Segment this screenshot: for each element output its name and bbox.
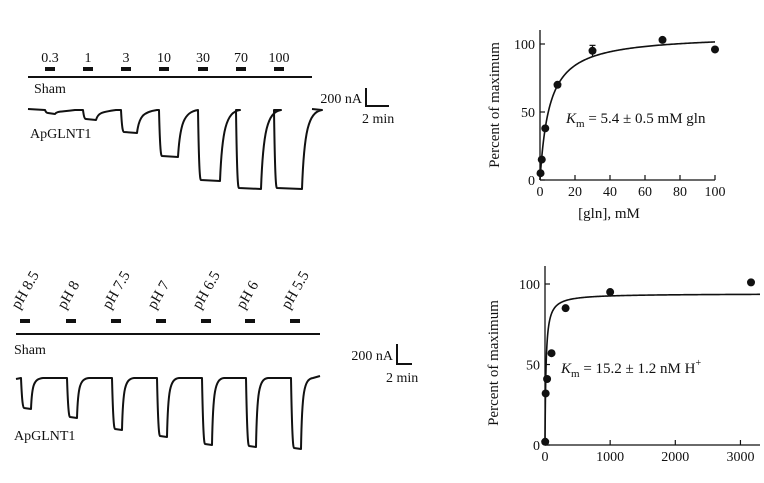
proton-x-tick-label: 1000 bbox=[596, 450, 624, 465]
proton-data-point bbox=[543, 374, 552, 383]
proton-km-k: K bbox=[560, 361, 572, 377]
gln-y-tick-label: 50 bbox=[521, 106, 535, 121]
ph-labels: pH 8.5 pH 8 pH 7.5 pH 7 pH 6.5 pH 6 pH 5.5 bbox=[9, 269, 313, 312]
ph-application-bar bbox=[201, 319, 211, 323]
gln-km-text: = 5.4 ± 0.5 mM gln bbox=[585, 111, 706, 127]
gln-data-point bbox=[553, 80, 562, 89]
proton-y-tick-label: 100 bbox=[519, 278, 540, 293]
scale-bar-lines-top bbox=[365, 88, 389, 107]
ph-application-bars bbox=[20, 319, 300, 323]
gln-y-tick-label: 100 bbox=[514, 38, 535, 53]
gln-conc-label: 30 bbox=[196, 51, 210, 66]
proton-x-tick-label: 3000 bbox=[726, 450, 754, 465]
proton-x-tick-label: 0 bbox=[542, 450, 549, 465]
gln-application-bar bbox=[83, 67, 93, 71]
ph-application-bar bbox=[20, 319, 30, 323]
gln-application-bar bbox=[274, 67, 284, 71]
gln-xlabel: [gln], mM bbox=[578, 206, 640, 222]
gln-x-tick-label: 60 bbox=[638, 185, 652, 200]
apglnt1-trace-top bbox=[27, 108, 323, 190]
proton-fit-curve bbox=[544, 293, 761, 445]
sham-label-top: Sham bbox=[34, 82, 66, 97]
gln-application-bar bbox=[198, 67, 208, 71]
proton-km-annotation: Km = 15.2 ± 1.2 nM H+ bbox=[560, 358, 701, 380]
gln-trace-panel: 0.3 1 3 10 30 70 100 Sham ApGLNT1 200 nA 2 min bbox=[27, 51, 394, 190]
ph-label: pH 6 bbox=[234, 278, 263, 312]
gln-application-bar bbox=[121, 67, 131, 71]
proton-ylabel: Percent of maximum bbox=[486, 300, 502, 426]
gln-x-tick-label: 80 bbox=[673, 185, 687, 200]
gln-x-tick-label: 100 bbox=[705, 185, 726, 200]
ph-application-bar bbox=[245, 319, 255, 323]
gln-application-bars bbox=[45, 67, 284, 71]
gln-x-tick-label: 0 bbox=[537, 185, 544, 200]
scale-time-top: 2 min bbox=[362, 112, 394, 127]
gln-km-k: K bbox=[565, 111, 577, 127]
gln-km-annotation: Km = 5.4 ± 0.5 mM gln bbox=[565, 111, 706, 130]
gln-conc-label: 10 bbox=[157, 51, 171, 66]
proton-data-point bbox=[606, 288, 615, 297]
gln-dose-response-chart: Percent of maximum [gln], mM 0 20 40 60 80 10… bbox=[487, 30, 726, 222]
proton-km-sub: m bbox=[571, 368, 580, 380]
gln-ylabel: Percent of maximum bbox=[487, 42, 503, 168]
gln-data-point bbox=[541, 124, 550, 133]
gln-conc-label: 70 bbox=[234, 51, 248, 66]
proton-data-point bbox=[747, 278, 756, 287]
scale-current-bottom: 200 nA bbox=[351, 349, 394, 364]
scale-bar-lines-bottom bbox=[396, 344, 412, 365]
gln-x-tick-label: 20 bbox=[568, 185, 582, 200]
gln-data-point bbox=[658, 35, 667, 44]
ph-application-bar bbox=[290, 319, 300, 323]
gln-data-point bbox=[588, 46, 597, 55]
ph-label: pH 7 bbox=[145, 278, 174, 312]
proton-data-point bbox=[547, 349, 556, 358]
apglnt1-trace-bottom bbox=[15, 375, 321, 450]
proton-y-tick-label: 50 bbox=[526, 359, 540, 374]
scale-time-bottom: 2 min bbox=[386, 371, 418, 386]
gln-km-sub: m bbox=[576, 118, 585, 130]
ph-label: pH 7.5 bbox=[100, 269, 134, 312]
proton-km-text: = 15.2 ± 1.2 nM H bbox=[580, 361, 696, 377]
ph-label: pH 5.5 bbox=[279, 269, 313, 312]
ph-label: pH 8 bbox=[55, 278, 84, 312]
ph-application-bar bbox=[66, 319, 76, 323]
scale-bar-bottom: 200 nA 2 min bbox=[351, 344, 418, 386]
scale-current-top: 200 nA bbox=[320, 92, 363, 107]
proton-y-tick-label: 0 bbox=[533, 439, 540, 454]
proton-data-point bbox=[561, 304, 570, 313]
gln-conc-label: 100 bbox=[269, 51, 290, 66]
gln-axes: 0 20 40 60 80 100 0 50 100 bbox=[514, 30, 726, 200]
gln-x-tick-label: 40 bbox=[603, 185, 617, 200]
gln-application-bar bbox=[236, 67, 246, 71]
sham-label-bottom: Sham bbox=[14, 343, 46, 358]
apglnt1-label-top: ApGLNT1 bbox=[30, 127, 91, 142]
apglnt1-label-bottom: ApGLNT1 bbox=[14, 429, 75, 444]
gln-data-points bbox=[536, 35, 719, 178]
proton-data-point bbox=[541, 389, 550, 398]
proton-km-sup: + bbox=[695, 358, 701, 369]
gln-data-point bbox=[711, 45, 719, 54]
proton-dose-response-chart: Percent of maximum 0 1000 2000 3000 0 50 100 K… bbox=[486, 266, 761, 465]
gln-conc-label: 3 bbox=[123, 51, 130, 66]
gln-conc-label: 0.3 bbox=[41, 51, 59, 66]
gln-data-point bbox=[536, 169, 545, 178]
ph-trace-panel: pH 8.5 pH 8 pH 7.5 pH 7 pH 6.5 pH 6 pH 5.5 Sha… bbox=[9, 269, 418, 450]
gln-concentration-labels: 0.3 1 3 10 30 70 100 bbox=[41, 51, 289, 66]
ph-label: pH 6.5 bbox=[190, 269, 224, 312]
gln-application-bar bbox=[45, 67, 55, 71]
gln-data-point bbox=[537, 155, 546, 164]
proton-x-tick-label: 2000 bbox=[661, 450, 689, 465]
gln-conc-label: 1 bbox=[85, 51, 92, 66]
proton-data-points bbox=[541, 278, 756, 446]
gln-y-tick-label: 0 bbox=[528, 174, 535, 189]
ph-application-bar bbox=[156, 319, 166, 323]
ph-label: pH 8.5 bbox=[9, 269, 43, 312]
gln-fit-curve bbox=[539, 41, 716, 181]
scale-bar-top: 200 nA 2 min bbox=[320, 88, 394, 127]
gln-application-bar bbox=[159, 67, 169, 71]
proton-data-point bbox=[541, 437, 550, 446]
ph-application-bar bbox=[111, 319, 121, 323]
